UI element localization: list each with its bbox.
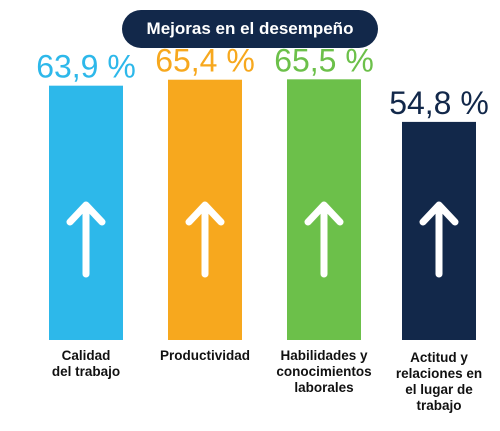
value-label-3: 65,5 % <box>274 42 374 78</box>
value-label-1: 63,9 % <box>36 49 136 85</box>
chart-title-pill: Mejoras en el desempeño <box>122 10 378 48</box>
category-label-4: Actitud y relaciones en el lugar de trabajo <box>395 350 483 413</box>
chart-title: Mejoras en el desempeño <box>146 19 354 38</box>
arrow-up-icon <box>304 201 344 278</box>
value-label-2: 65,4 % <box>155 43 255 79</box>
category-label-2: Productividad <box>159 348 250 363</box>
arrow-up-icon <box>419 201 459 278</box>
arrow-up-icon <box>185 201 225 278</box>
value-label-4: 54,8 % <box>389 85 489 121</box>
arrow-up-icon <box>66 201 106 278</box>
category-label-3: Habilidades y conocimientos laborales <box>276 348 372 395</box>
category-label-1: Calidad del trabajo <box>51 348 121 379</box>
